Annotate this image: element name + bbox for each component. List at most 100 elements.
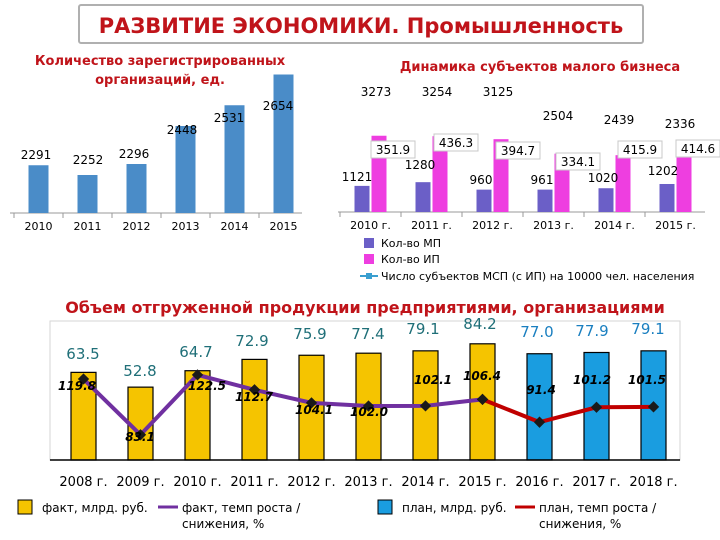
chart3-legend-swatch-2 [377,499,393,515]
chart3-bar-label-8: 77.0 [520,323,553,341]
chart2-legend-label-1: Кол-во ИП [381,253,440,266]
chart3-tick-label-4: 2012 г. [287,475,335,490]
chart2-bar-mp-2 [476,189,492,212]
chart1-bar-2014 [224,105,245,213]
chart3-fact-rate-marker-6 [419,400,432,412]
chart2-mp-label-3: 961 [531,173,554,187]
chart2-tick-label-3: 2013 г. [533,219,574,232]
chart3-fact-rate-marker-1 [134,429,147,441]
chart3-tick-label-10: 2018 г. [629,475,677,490]
chart2-legend-marker-2 [366,273,372,279]
chart1-bar-2013 [175,126,196,213]
chart2-legend-label-0: Кол-во МП [381,237,441,250]
chart3-rate-label-9: 101.2 [573,373,611,387]
chart3-rate-label-6: 102.1 [414,373,452,387]
chart3-bar-label-7: 84.2 [463,315,496,333]
chart2-line-label-box-3 [555,152,601,171]
chart2-bar-mp-1 [415,182,431,212]
chart3-bar-label-0: 63.5 [66,345,99,363]
chart2-line-label-box-0 [370,140,416,159]
chart1-bar-2012 [126,164,147,213]
chart1-data-label-2015: 2654 [263,99,294,113]
chart2-mp-label-2: 960 [470,173,493,187]
chart3-bar-label-2: 64.7 [179,343,212,361]
chart3-fact-rate-line [82,372,483,438]
chart3-legend-label-2: план, млрд. руб. [402,501,507,515]
chart3-tick-label-5: 2013 г. [344,475,392,490]
chart1-tick-label-2010: 2010 [25,220,53,233]
chart3-rate-label-5: 102.0 [350,405,388,419]
chart2-line-label-2: 394.7 [501,144,535,158]
chart2-bar-mp-3 [537,189,553,212]
chart2-mp-label-1: 1280 [405,158,436,172]
chart2-bar-ip-4 [615,155,631,212]
chart2-tick-label-4: 2014 г. [594,219,635,232]
chart1-title: Количество зарегистрированных организаци… [34,54,286,88]
chart3-plan-rate-marker-1 [533,416,546,428]
chart3-legend-label-3: план, темп роста / [539,501,657,515]
chart2-bar-ip-5 [676,157,692,212]
chart2-bar-mp-0 [354,185,370,212]
chart3-rate-label-0: 119.8 [58,379,96,393]
chart3-bar-label-10: 79.1 [631,320,664,338]
chart2-bar-mp-5 [659,183,675,212]
chart3-bar-label-3: 72.9 [235,332,268,350]
chart3-tick-label-8: 2016 г. [515,475,563,490]
chart1-bar-2010 [28,165,49,213]
chart1-tick-label-2011: 2011 [74,220,102,233]
chart3-bar-label-9: 77.9 [575,322,608,340]
chart2-ip-label-1: 3254 [422,85,453,99]
chart2-tick-label-1: 2011 г. [411,219,452,232]
chart3-legend-label-cont-1: снижения, % [182,517,264,531]
page-title: РАЗВИТИЕ ЭКОНОМИКИ. Промышленность [98,14,624,38]
chart3-tick-label-9: 2017 г. [572,475,620,490]
chart1-data-label-2010: 2291 [21,148,52,162]
chart3-bar-label-4: 75.9 [293,325,326,343]
chart2-legend-swatch-1 [364,254,374,264]
chart1-data-label-2012: 2296 [119,147,150,161]
chart2-tick-label-0: 2010 г. [350,219,391,232]
chart3-plan-rate-line [481,397,654,425]
chart3-fact-rate-marker-2 [191,369,204,381]
chart2-line-label-5: 414.6 [681,142,715,156]
chart3-bar-3 [241,358,268,461]
chart3-legend-label-cont-3: снижения, % [539,517,621,531]
chart3-rate-label-8: 91.4 [526,383,556,397]
chart3-tick-label-3: 2011 г. [230,475,278,490]
chart3-tick-label-1: 2009 г. [116,475,164,490]
chart3-legend-label-0: факт, млрд. руб. [42,501,148,515]
chart2-line-label-box-4 [617,140,663,159]
chart2-legend-label-2: Число субъектов МСП (с ИП) на 10000 чел.… [381,270,694,283]
chart2-line-label-box-5 [675,139,720,158]
chart3-rate-label-2: 122.5 [188,379,226,393]
chart1-data-label-2014: 2531 [214,111,245,125]
chart2-line-label-3: 334.1 [561,155,595,169]
chart3-bar-label-5: 77.4 [351,325,384,343]
chart2-line-label-1: 436.3 [439,136,473,150]
chart3-rate-label-7: 106.4 [463,369,501,383]
chart2-line-label-4: 415.9 [623,143,657,157]
chart3-fact-rate-marker-5 [362,400,375,412]
chart3-legend-label-1: факт, темп роста / [182,501,301,515]
chart2-ip-label-0: 3273 [361,85,392,99]
chart1-data-label-2011: 2252 [73,153,104,167]
chart3-fact-rate-marker-4 [305,397,318,409]
title-box: РАЗВИТИЕ ЭКОНОМИКИ. Промышленность [78,4,644,44]
chart3-tick-label-7: 2015 г. [458,475,506,490]
chart2-legend-swatch-0 [364,238,374,248]
chart2-title: Динамика субъектов малого бизнеса [399,60,681,75]
chart3-bar-label-1: 52.8 [123,362,156,380]
chart1-bar-2011 [77,175,98,213]
chart3-plan-rate-marker-3 [647,401,660,413]
chart3-tick-label-0: 2008 г. [59,475,107,490]
chart2-bar-mp-4 [598,188,614,212]
chart2-line-label-box-1 [433,133,479,152]
chart3-legend-swatch-0 [17,499,33,515]
chart1-tick-label-2012: 2012 [123,220,151,233]
chart3-rate-label-1: 83.1 [125,430,155,444]
chart1-tick-label-2013: 2013 [172,220,200,233]
chart2-ip-label-2: 3125 [483,85,514,99]
chart2-bar-ip-1 [432,136,448,212]
chart1-tick-label-2015: 2015 [270,220,298,233]
